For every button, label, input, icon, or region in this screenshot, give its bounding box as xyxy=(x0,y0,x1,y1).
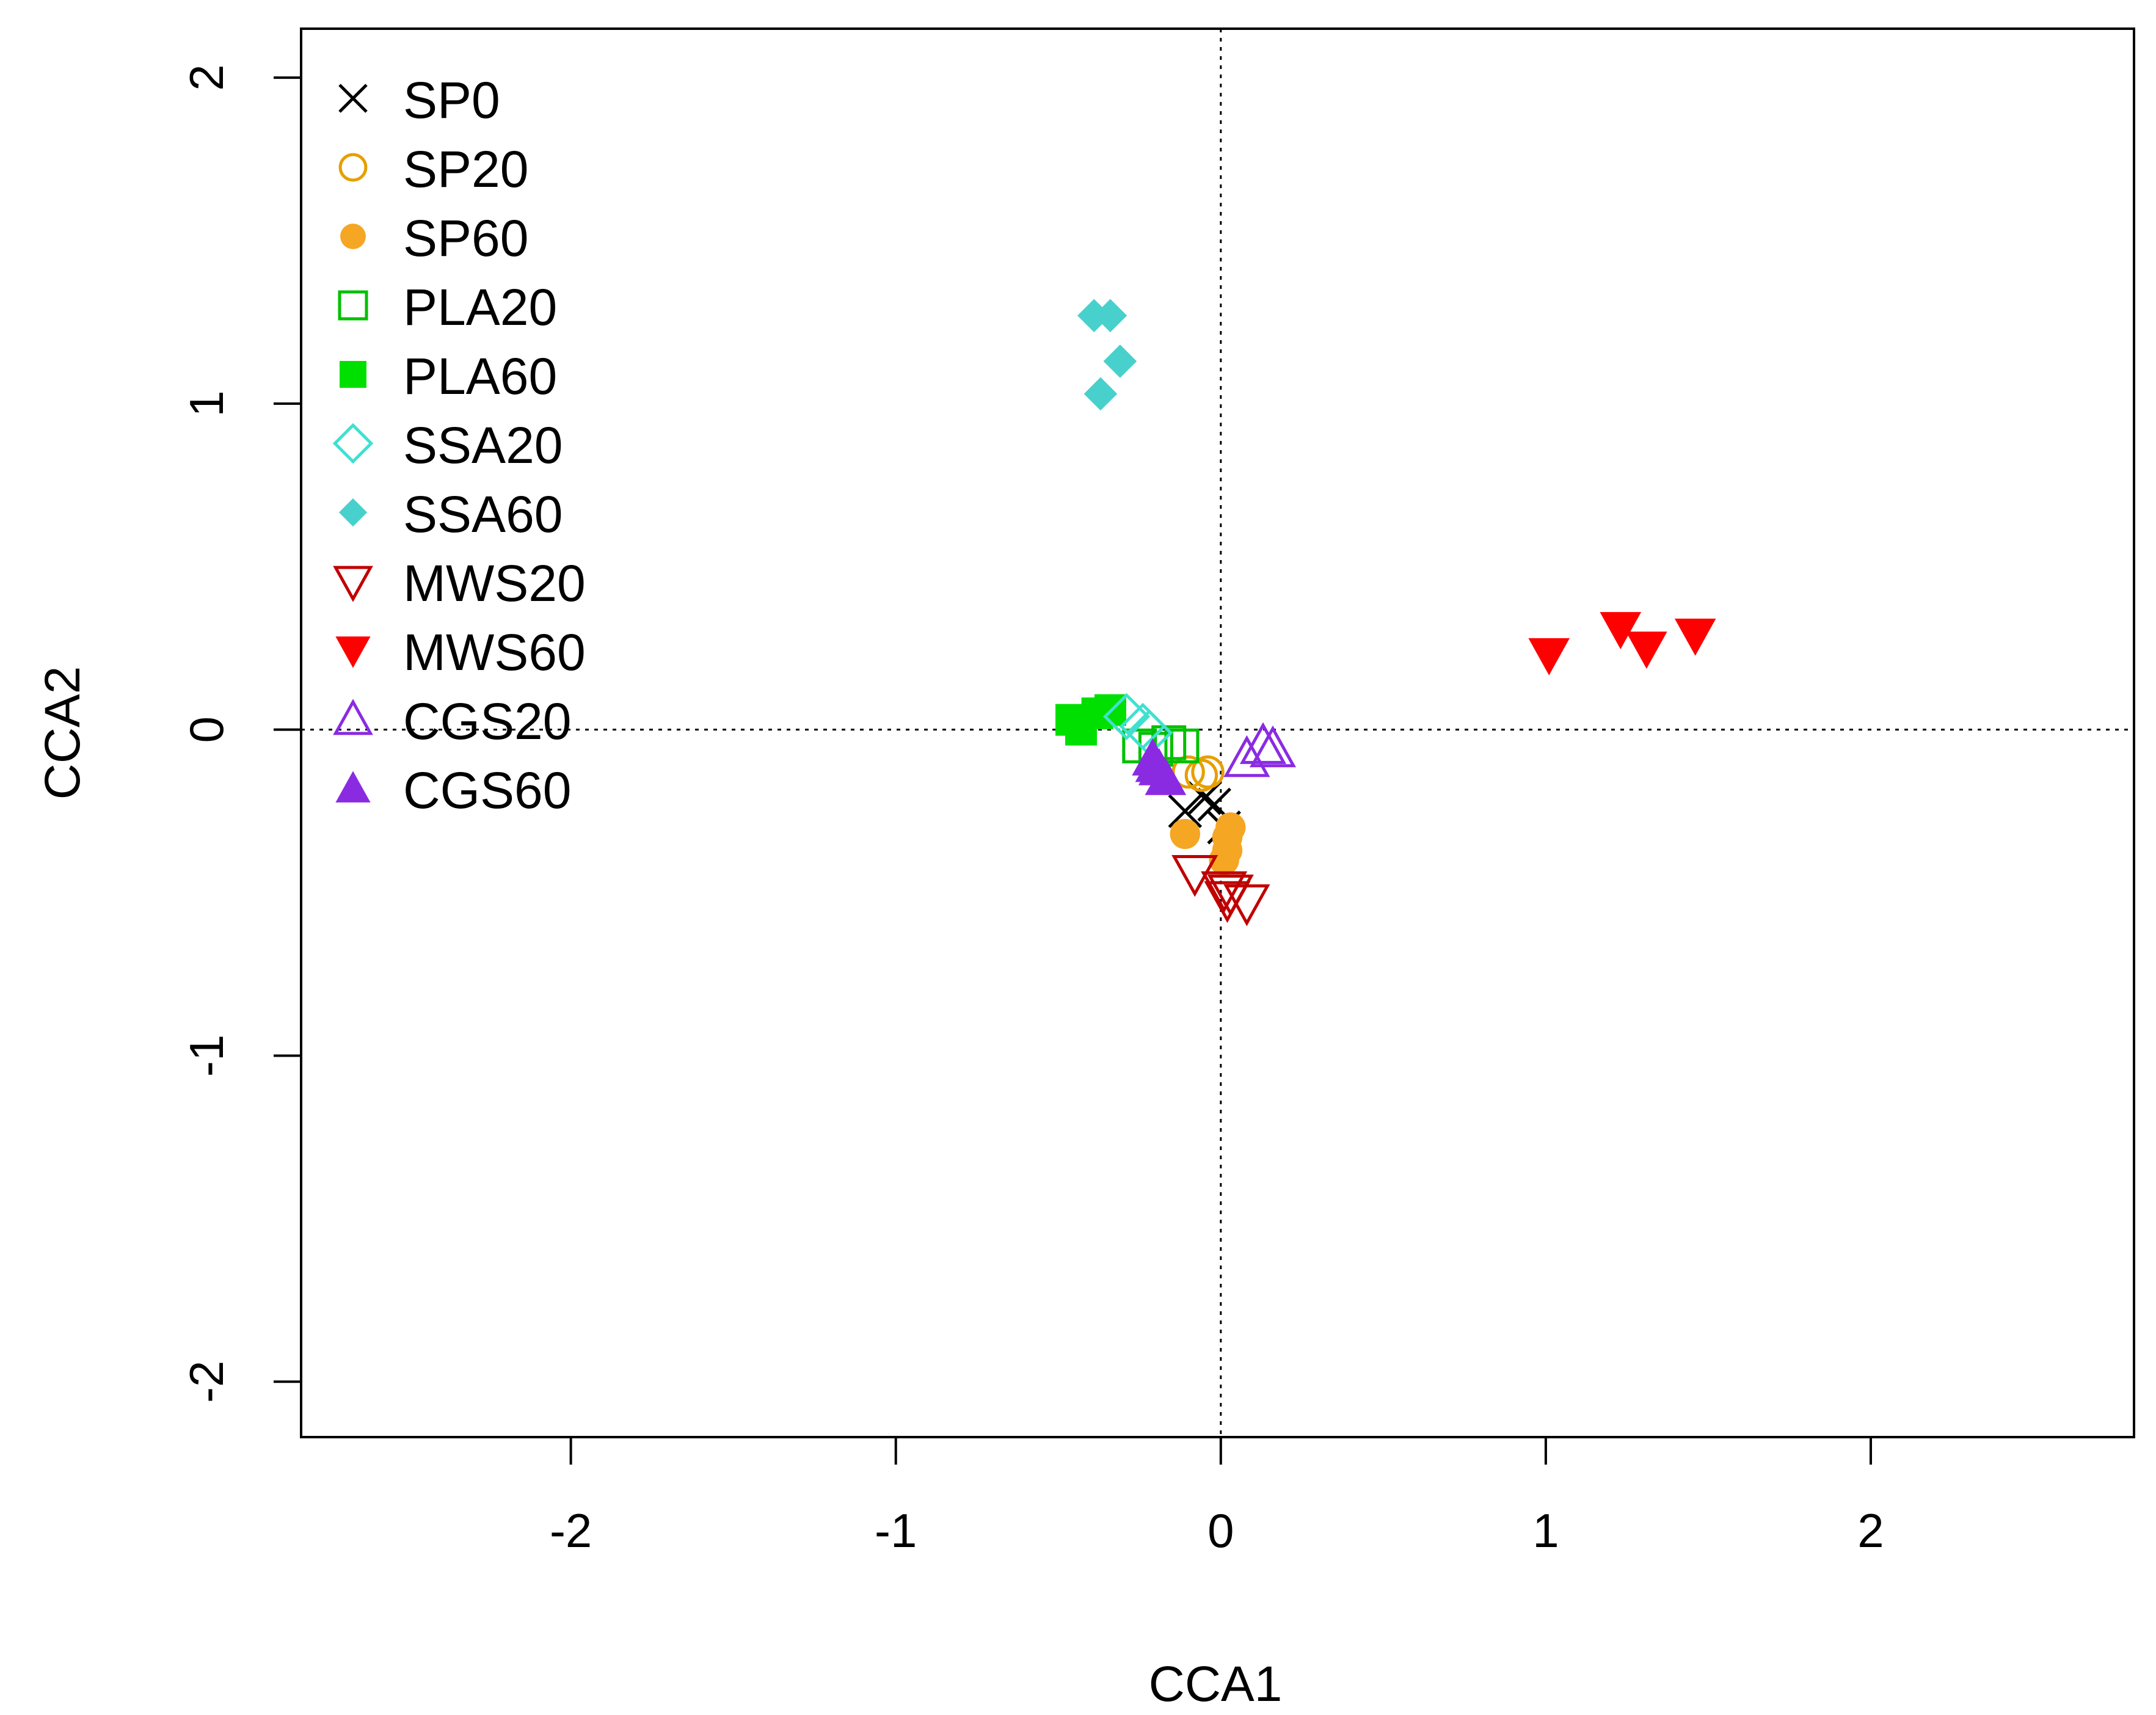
legend-item-mws60: MWS60 xyxy=(335,624,586,681)
series-cgs60 xyxy=(1132,738,1187,795)
legend-item-cgs20: CGS20 xyxy=(333,693,571,750)
data-points xyxy=(1055,299,1716,927)
x-tick-label: 1 xyxy=(1532,1504,1559,1557)
legend-item-ssa20: SSA20 xyxy=(332,417,563,474)
data-point xyxy=(1135,745,1177,782)
legend-item-ssa60: SSA60 xyxy=(338,486,563,543)
data-point xyxy=(1215,812,1246,843)
data-point xyxy=(1083,377,1118,411)
data-point xyxy=(1184,759,1218,792)
reference-lines xyxy=(301,29,2134,1437)
data-point xyxy=(1209,845,1239,875)
legend-marker xyxy=(335,636,371,668)
legend-label: SSA20 xyxy=(403,417,563,474)
y-tick-label: 0 xyxy=(180,716,233,743)
series-pla60 xyxy=(1055,694,1126,746)
legend-marker xyxy=(338,153,368,182)
series-mws20 xyxy=(1171,854,1270,927)
legend-marker xyxy=(338,498,368,527)
data-point xyxy=(1674,618,1716,656)
legend: SP0 SP20 SP60 PLA20 PLA60 SSA20 SSA60 MWS20 MWS6… xyxy=(332,71,586,819)
legend-item-sp60: SP60 xyxy=(340,209,529,267)
legend-label: CGS20 xyxy=(403,693,571,750)
series-ssa60 xyxy=(1077,299,1137,411)
x-tick-label: 0 xyxy=(1207,1504,1234,1557)
y-axis-title: CCA2 xyxy=(35,666,90,800)
legend-label: SP0 xyxy=(403,71,500,129)
legend-item-mws20: MWS20 xyxy=(333,555,586,612)
data-point xyxy=(1600,612,1642,649)
y-tick-label: 2 xyxy=(180,64,233,90)
x-tick-label: -1 xyxy=(875,1504,917,1557)
plot-frame xyxy=(300,27,2135,1438)
data-point xyxy=(1102,693,1151,740)
legend-label: SP20 xyxy=(403,140,529,198)
series-sp60 xyxy=(1170,812,1246,875)
data-point xyxy=(1626,632,1667,669)
legend-label: SSA60 xyxy=(403,486,563,543)
data-point xyxy=(1168,794,1203,828)
legend-item-pla20: PLA20 xyxy=(338,279,557,336)
legend-label: PLA20 xyxy=(403,279,557,336)
data-point xyxy=(1170,818,1200,850)
legend-marker xyxy=(340,361,366,388)
y-tick-label: -2 xyxy=(180,1361,233,1403)
legend-marker xyxy=(338,290,368,321)
series-mws60 xyxy=(1528,612,1716,675)
data-point xyxy=(1204,881,1251,923)
data-point xyxy=(1223,884,1270,927)
data-point xyxy=(1103,344,1137,378)
data-point xyxy=(1164,728,1200,763)
legend-item-sp0: SP0 xyxy=(338,71,500,129)
data-point xyxy=(1191,755,1225,789)
y-tick-label: -1 xyxy=(180,1035,233,1077)
y-axis: -2 -1 0 1 2 xyxy=(180,64,302,1403)
legend-label: CGS60 xyxy=(403,762,571,819)
x-axis: -2 -1 0 1 2 xyxy=(550,1436,1884,1557)
legend-item-cgs60: CGS60 xyxy=(335,762,571,819)
legend-marker xyxy=(335,771,371,803)
data-point xyxy=(1249,725,1297,768)
data-point xyxy=(1239,722,1287,764)
legend-label: MWS20 xyxy=(403,555,586,612)
legend-label: PLA60 xyxy=(403,348,557,405)
data-point xyxy=(1201,871,1248,914)
x-axis-title: CCA1 xyxy=(1149,1656,1283,1712)
legend-item-pla60: PLA60 xyxy=(340,348,557,405)
legend-marker xyxy=(332,423,374,464)
legend-marker xyxy=(338,84,368,113)
legend-marker xyxy=(333,699,373,735)
legend-marker xyxy=(333,566,373,602)
x-tick-label: -2 xyxy=(550,1504,592,1557)
legend-label: SP60 xyxy=(403,209,529,267)
legend-marker xyxy=(340,224,366,249)
series-cgs20 xyxy=(1223,722,1297,777)
legend-label: MWS60 xyxy=(403,624,586,681)
legend-item-sp20: SP20 xyxy=(338,140,529,198)
y-tick-label: 1 xyxy=(180,390,233,417)
data-point xyxy=(1093,299,1127,333)
data-point xyxy=(1528,638,1570,675)
x-tick-label: 2 xyxy=(1857,1504,1884,1557)
